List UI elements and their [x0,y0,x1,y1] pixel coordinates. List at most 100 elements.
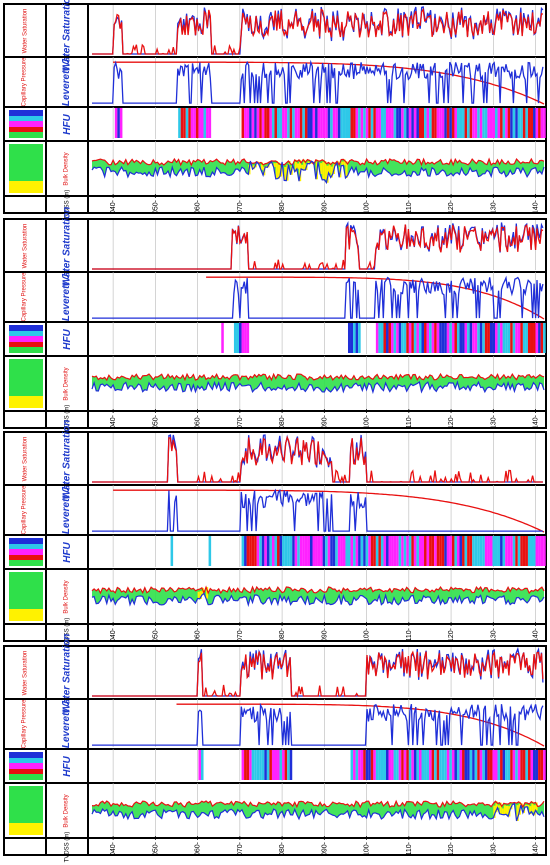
track-title-column: Water Saturation Leverett J HFU Bulk Densit… [47,206,89,435]
hfu-unit-block [269,536,272,566]
hfu-unit-block [530,750,534,780]
bd-yellow-fill [533,805,536,816]
sw-track-title: Water Saturation [47,419,87,499]
hfu-unit-block [307,536,310,566]
hfu-unit-block [424,750,427,780]
hfu-unit-block [489,750,493,780]
sw-legend-text: Water Saturation [22,223,28,269]
hfu-unit-block [284,108,288,138]
hfu-unit-block [368,750,371,780]
hfu-unit-block [200,750,204,780]
hfu-unit-block [277,536,280,566]
hfu-unit-block [391,750,394,780]
hfu-unit-block [472,323,475,353]
hfu-unit-block [439,750,442,780]
hfu-track-title: HFU [47,535,87,569]
hfu-unit-block [259,750,262,780]
hfu-unit-block [391,108,394,138]
hfu-unit-block [543,323,546,353]
hfu-unit-block [449,323,452,353]
hfu-unit-block [251,750,255,780]
bd-yellow-fill [501,808,504,815]
hfu-unit-block [413,108,417,138]
hfu-unit-block [494,323,498,353]
leverett-series-blue [92,275,544,319]
hfu-unit-block [492,323,495,353]
hfu-unit-block [406,536,409,566]
hfu-track-title: HFU [47,107,87,141]
hfu-unit-block [446,750,450,780]
bd-track-title: Bulk Density [47,141,87,196]
hfu-unit-block [421,323,425,353]
bd-color-legend [9,786,43,835]
hfu-unit-block [244,108,247,138]
hfu-unit-block [251,108,255,138]
hfu-unit-block [355,536,359,566]
hfu-unit-block [507,536,511,566]
hfu-unit-block [451,750,455,780]
hfu-unit-block [206,108,209,138]
depth-tick-label: -2040- [110,199,117,212]
hfu-unit-block [444,323,447,353]
bd-yellow-fill [324,163,327,180]
hfu-unit-block [530,108,534,138]
hfu-unit-block [462,323,465,353]
hfu-track-title-text: HFU [61,755,73,777]
hfu-unit-block [449,536,452,566]
bd-yellow-fill [330,166,333,178]
hfu-unit-block [347,536,351,566]
hfu-swatch [9,543,43,550]
hfu-unit-block [246,750,250,780]
hfu-unit-block [512,323,516,353]
hfu-unit-block [337,108,341,138]
hfu-unit-block [335,108,338,138]
hfu-unit-block [340,536,343,566]
hfu-unit-block [533,750,536,780]
leverett-track-title-text: Leverett J [61,700,73,748]
depth-tick-label: -2080- [279,627,286,640]
hfu-unit-block [469,536,473,566]
hfu-unit-block [444,750,447,780]
hfu-unit-block [510,750,513,780]
hfu-unit-block [416,750,419,780]
hfu-unit-block [396,323,399,353]
hfu-unit-block [484,750,488,780]
hfu-unit-block [353,323,356,353]
hfu-unit-block [304,536,308,566]
hfu-unit-block [510,536,513,566]
hfu-unit-block [462,750,465,780]
hfu-unit-block [403,536,407,566]
depth-tick-label: -2060- [195,627,202,640]
hfu-unit-block [332,536,336,566]
hfu-unit-block [525,536,528,566]
hfu-unit-block [190,108,194,138]
cp-legend-text: Capillary Pressure [22,485,28,535]
hfu-swatch [9,121,43,127]
bd-swatch [9,608,43,621]
hfu-unit-block [312,536,316,566]
hfu-unit-block [360,536,364,566]
legend-column: Water Saturation Capillary Pressure [5,433,47,640]
track-title-column: Water Saturation Leverett J HFU Bulk Densit… [47,419,89,648]
hfu-unit-block [398,323,402,353]
hfu-unit-block [543,750,546,780]
hfu-unit-block [378,108,381,138]
legend-column: Water Saturation Capillary Pressure [5,5,47,212]
depth-tick-label: -2070- [237,841,244,854]
sw-series-red [92,650,544,699]
hfu-unit-block [380,323,384,353]
leverett-track-title: Leverett J [47,485,87,535]
cp-legend-text: Capillary Pressure [22,699,28,749]
sw-track-title: Water Saturation [47,0,87,71]
track-separator [5,140,545,142]
hfu-unit-block [304,108,308,138]
bd-yellow-fill [303,161,306,171]
hfu-unit-block [360,750,364,780]
hfu-unit-block [522,536,526,566]
depth-tick-label: -2080- [279,199,286,212]
bd-yellow-fill [503,805,506,815]
leverett-track-title: Leverett J [47,699,87,749]
hfu-unit-block [408,323,412,353]
depth-tick-label: -2090- [321,199,328,212]
hfu-unit-block [119,108,123,138]
